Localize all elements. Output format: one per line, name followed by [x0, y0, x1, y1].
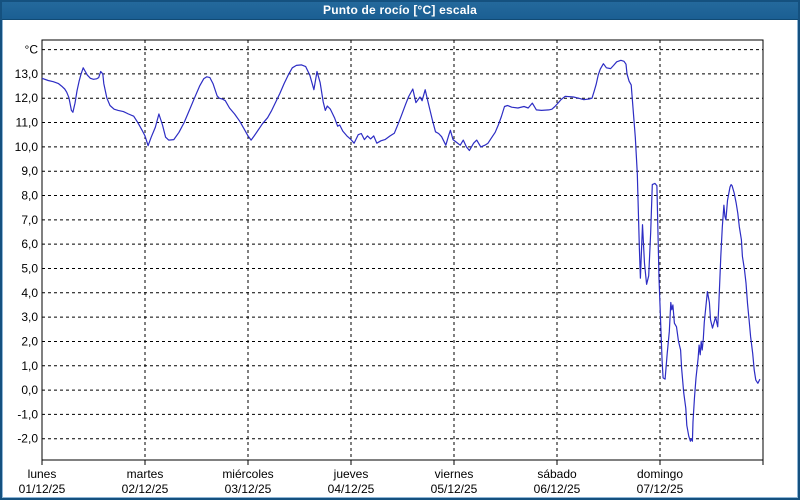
- x-date-label: 05/12/25: [431, 482, 478, 496]
- x-day-label: jueves: [333, 467, 369, 481]
- x-date-label: 06/12/25: [534, 482, 581, 496]
- y-tick-label: 0,0: [21, 383, 38, 397]
- y-tick-label: 4,0: [21, 286, 38, 300]
- window-titlebar[interactable]: Punto de rocío [°C] escala: [2, 2, 798, 20]
- y-tick-label: 1,0: [21, 359, 38, 373]
- y-tick-label: 9,0: [21, 164, 38, 178]
- y-tick-label: 8,0: [21, 189, 38, 203]
- x-day-label: viernes: [435, 467, 474, 481]
- y-tick-label: 6,0: [21, 237, 38, 251]
- plot-border: [41, 39, 764, 461]
- x-day-label: miércoles: [222, 467, 273, 481]
- x-date-label: 04/12/25: [328, 482, 375, 496]
- x-date-label: 02/12/25: [122, 482, 169, 496]
- dew-point-series-line: [41, 59, 761, 442]
- y-tick-label: 11,0: [16, 116, 39, 130]
- x-date-label: 01/12/25: [19, 482, 66, 496]
- y-tick-label: 7,0: [21, 213, 38, 227]
- x-day-label: lunes: [28, 467, 57, 481]
- y-tick-label: 10,0: [15, 140, 39, 154]
- window-title: Punto de rocío [°C] escala: [322, 3, 478, 17]
- y-axis-unit-label: °C: [25, 43, 39, 57]
- y-tick-label: 13,0: [15, 67, 39, 81]
- y-tick-label: 2,0: [21, 334, 38, 348]
- x-day-label: sábado: [537, 467, 577, 481]
- x-day-label: martes: [127, 467, 164, 481]
- x-date-label: 03/12/25: [225, 482, 272, 496]
- y-tick-label: -1,0: [17, 407, 38, 421]
- y-tick-label: -2,0: [17, 432, 38, 446]
- y-tick-label: 3,0: [21, 310, 38, 324]
- y-tick-label: 5,0: [21, 261, 38, 275]
- x-day-label: domingo: [637, 467, 683, 481]
- x-date-label: 07/12/25: [637, 482, 684, 496]
- y-tick-label: 12,0: [15, 91, 39, 105]
